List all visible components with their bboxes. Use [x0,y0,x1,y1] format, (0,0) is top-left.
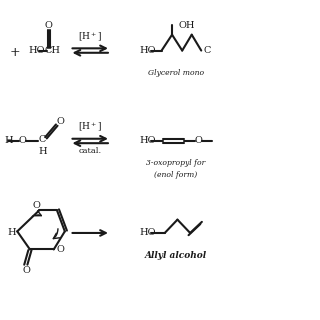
Text: OH: OH [179,21,195,30]
Text: CH: CH [44,46,60,55]
Text: HO: HO [140,228,156,237]
Text: [H$^+$]: [H$^+$] [78,31,102,44]
Text: C: C [203,46,211,55]
Text: HO: HO [140,46,156,55]
Text: catal.: catal. [79,147,102,155]
Text: O: O [45,21,52,30]
Text: Allyl alcohol: Allyl alcohol [145,251,207,260]
Text: O: O [22,266,30,275]
Text: Glycerol mono: Glycerol mono [148,69,204,77]
Text: (enol form): (enol form) [154,171,197,179]
Text: O: O [33,201,41,210]
Text: [H$^+$]: [H$^+$] [78,121,102,134]
Text: O: O [18,136,26,146]
Text: H: H [4,136,12,146]
Text: C: C [39,135,46,144]
Text: +: + [9,46,20,59]
Text: H: H [38,147,47,156]
Text: HO: HO [140,136,156,146]
Text: O: O [57,245,65,254]
Text: HO: HO [28,46,45,55]
Text: O: O [194,136,202,146]
Text: H: H [7,228,16,237]
Text: 3-oxopropyl for: 3-oxopropyl for [146,159,205,167]
Text: O: O [57,117,65,126]
